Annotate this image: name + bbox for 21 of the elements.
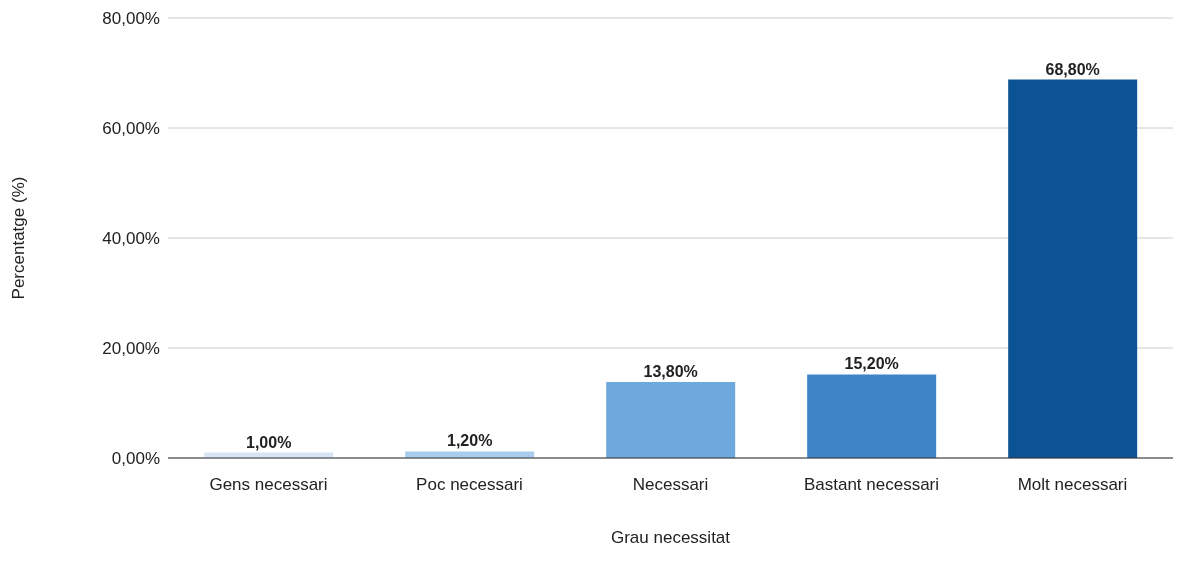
bar bbox=[405, 451, 535, 458]
y-tick-label: 0,00% bbox=[111, 449, 160, 469]
y-axis-title: Percentatge (%) bbox=[9, 176, 29, 300]
y-tick-label: 40,00% bbox=[102, 229, 160, 249]
bar bbox=[1008, 79, 1138, 458]
data-label: 68,80% bbox=[1045, 60, 1100, 78]
x-tick-label: Poc necessari bbox=[416, 475, 523, 495]
data-label: 15,20% bbox=[844, 355, 899, 373]
y-tick-label: 20,00% bbox=[102, 339, 160, 359]
data-label: 1,00% bbox=[245, 433, 292, 451]
x-tick-label: Bastant necessari bbox=[803, 475, 940, 495]
bar bbox=[606, 382, 736, 458]
x-axis-title: Grau necessitat bbox=[610, 528, 731, 547]
x-tick-label: Molt necessari bbox=[1017, 475, 1128, 495]
bar bbox=[807, 374, 937, 458]
data-label: 13,80% bbox=[643, 363, 698, 381]
y-tick-label: 60,00% bbox=[102, 119, 160, 139]
data-label: 1,20% bbox=[446, 432, 493, 450]
x-tick-label: Necessari bbox=[632, 475, 709, 495]
x-tick-label: Gens necessari bbox=[209, 475, 328, 495]
y-tick-label: 80,00% bbox=[102, 9, 160, 29]
